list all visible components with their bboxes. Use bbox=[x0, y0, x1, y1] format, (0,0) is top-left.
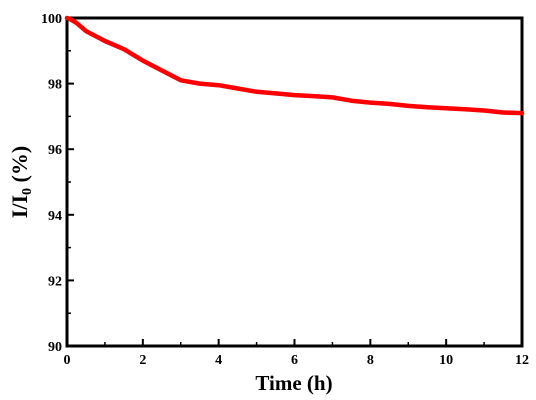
x-tick-label: 12 bbox=[515, 353, 529, 368]
x-tick-label: 2 bbox=[139, 353, 146, 368]
plot-frame bbox=[65, 16, 524, 348]
x-tick-label: 6 bbox=[291, 353, 298, 368]
y-axis-title-main: I/I bbox=[7, 195, 32, 218]
x-tick-labels: 0 2 4 6 8 10 12 bbox=[64, 353, 530, 368]
x-axis-title: Time (h) bbox=[255, 371, 332, 395]
y-axis-title-unit: (%) bbox=[7, 146, 32, 188]
y-tick-label: 90 bbox=[48, 340, 62, 355]
series-line-0 bbox=[64, 15, 525, 116]
ticks-group bbox=[66, 17, 523, 347]
x-tick-label: 4 bbox=[215, 353, 222, 368]
y-axis-title-subscript: 0 bbox=[20, 188, 35, 195]
y-tick-labels: 90 92 94 96 98 100 bbox=[41, 12, 62, 355]
y-tick-label: 92 bbox=[48, 274, 62, 289]
x-tick-label: 10 bbox=[439, 353, 453, 368]
y-tick-label: 98 bbox=[48, 78, 62, 93]
x-tick-label: 8 bbox=[367, 353, 374, 368]
x-tick-label: 0 bbox=[64, 353, 71, 368]
y-axis-title: I/I0 (%) bbox=[7, 146, 35, 218]
y-tick-label: 96 bbox=[48, 143, 62, 158]
y-tick-label: 100 bbox=[41, 12, 62, 27]
series-group bbox=[64, 15, 525, 116]
y-tick-label: 94 bbox=[48, 209, 62, 224]
